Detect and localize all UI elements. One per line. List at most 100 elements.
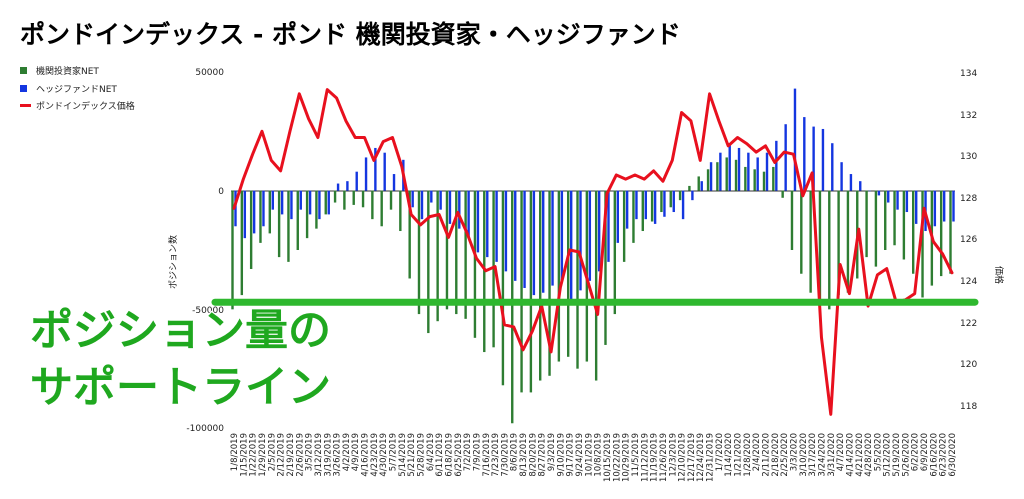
x-tick-label-76: 6/23/2020: [939, 433, 949, 477]
hedgefund-bar-47: [672, 190, 675, 213]
y-left-tick-minus-50000: -50000: [192, 306, 224, 316]
hedgefund-bar-8: [308, 190, 312, 215]
x-tick-label-30: 8/6/2019: [510, 433, 520, 471]
hedgefund-bar-69: [877, 190, 881, 196]
x-tick-label-3: 1/29/2019: [258, 433, 268, 477]
hedgefund-bar-26: [476, 190, 480, 253]
x-tick-label-69: 5/5/2020: [873, 433, 883, 471]
x-tick-label-46: 11/26/2019: [659, 433, 669, 482]
institutional-bar-29: [501, 190, 505, 386]
institutional-bar-58: [772, 166, 775, 191]
institutional-bar-41: [613, 190, 617, 315]
hedgefund-bar-30: [514, 190, 517, 281]
hedgefund-bar-71: [896, 190, 899, 210]
hedgefund-bar-22: [439, 190, 442, 210]
hedgefund-bar-20: [420, 190, 424, 220]
institutional-bar-42: [622, 190, 626, 262]
x-tick-label-19: 5/21/2019: [407, 433, 417, 477]
institutional-bar-16: [380, 190, 383, 227]
institutional-bar-51: [706, 169, 710, 191]
institutional-bar-45: [650, 190, 654, 222]
hedgefund-bar-49: [691, 190, 694, 201]
hedgefund-bar-39: [597, 190, 601, 272]
hedgefund-bar-43: [635, 190, 638, 220]
institutional-bar-7: [296, 190, 299, 250]
hedgefund-bar-57: [765, 152, 769, 191]
hedgefund-bar-67: [859, 181, 862, 191]
y-left-tick-minus-100000: -100000: [186, 424, 224, 434]
hedgefund-bar-41: [616, 190, 620, 243]
left-axis: 50000 0 -50000 -100000 ポジション数: [167, 68, 224, 434]
x-tick-label-40: 10/15/2019: [603, 433, 613, 482]
hedgefund-bar-1: [243, 190, 247, 239]
x-tick-label-35: 9/10/2019: [556, 433, 566, 477]
x-tick-label-64: 3/31/2020: [827, 433, 837, 477]
price-line-path: [232, 88, 954, 416]
x-tick-label-13: 4/9/2019: [351, 433, 361, 471]
institutional-bar-11: [333, 190, 337, 203]
x-tick-label-18: 5/14/2019: [398, 433, 408, 477]
x-tick-label-34: 9/3/2019: [547, 433, 557, 471]
x-axis-ticks: 1/8/2019 1/15/2019 1/22/2019 1/29/2019 2/5/2…: [230, 433, 958, 482]
hedgefund-bar-23: [448, 190, 452, 224]
legend-label-institutional: 機関投資家NET: [36, 65, 99, 77]
x-tick-label-62: 3/17/2020: [808, 433, 818, 477]
institutional-bar-59: [781, 190, 784, 198]
legend-swatch-price: [20, 104, 31, 107]
x-tick-label-36: 9/17/2019: [566, 433, 576, 477]
institutional-bar-5: [277, 190, 281, 258]
x-tick-label-72: 5/26/2020: [901, 433, 911, 477]
x-tick-label-29: 7/30/2019: [500, 433, 510, 477]
hedgefund-bar-4: [271, 190, 274, 210]
hedgefund-bar-52: [719, 152, 722, 191]
x-tick-label-0: 1/8/2019: [230, 433, 240, 471]
y-right-tick-124: 124: [960, 277, 977, 287]
hedgefund-bar-11: [336, 183, 340, 191]
institutional-bar-23: [445, 190, 449, 310]
institutional-bar-26: [473, 190, 477, 338]
x-tick-label-1: 1/15/2019: [239, 433, 249, 477]
hedgefund-bar-38: [588, 190, 592, 281]
y-right-tick-130: 130: [960, 152, 977, 162]
x-tick-label-57: 2/11/2020: [762, 433, 772, 477]
x-tick-label-49: 12/17/2019: [687, 433, 697, 482]
hedgefund-bar-24: [458, 190, 461, 229]
institutional-bar-63: [818, 190, 822, 305]
institutional-bar-53: [725, 157, 728, 191]
x-tick-label-66: 4/14/2020: [845, 433, 855, 477]
x-tick-label-44: 11/12/2019: [640, 433, 650, 482]
hedgefund-bar-60: [793, 88, 797, 191]
y-right-tick-122: 122: [960, 319, 977, 329]
institutional-bar-65: [837, 190, 840, 296]
institutional-bar-22: [436, 190, 439, 322]
institutional-bar-61: [800, 190, 803, 274]
hedgefund-bar-42: [625, 190, 629, 229]
hedgefund-bars: [234, 88, 955, 303]
x-tick-label-41: 10/22/2019: [612, 433, 622, 482]
x-tick-label-59: 2/25/2020: [780, 433, 790, 477]
hedgefund-bar-51: [709, 162, 713, 191]
hedgefund-bar-5: [280, 190, 284, 215]
x-tick-label-12: 4/2/2019: [342, 433, 352, 471]
x-tick-label-32: 8/20/2019: [528, 433, 538, 477]
institutional-bar-73: [912, 190, 915, 274]
institutional-bar-33: [539, 190, 542, 381]
x-tick-label-47: 12/3/2019: [668, 433, 678, 477]
x-tick-label-6: 2/19/2019: [286, 433, 296, 477]
hedgefund-bar-70: [887, 190, 890, 203]
right-axis: 134 132 130 128 126 124 122 120 118 価格: [960, 69, 1005, 412]
institutional-bar-39: [594, 190, 598, 381]
institutional-bar-3: [259, 190, 262, 243]
legend-swatch-institutional: [20, 67, 27, 74]
x-tick-label-38: 10/1/2019: [584, 433, 594, 477]
hedgefund-bar-19: [411, 190, 414, 208]
x-tick-label-43: 11/5/2019: [631, 433, 641, 477]
institutional-bar-20: [417, 190, 421, 315]
hedgefund-bar-36: [569, 190, 573, 303]
institutional-bar-52: [716, 162, 719, 191]
x-tick-label-65: 4/7/2020: [836, 433, 846, 471]
hedgefund-bar-13: [355, 171, 358, 191]
x-tick-label-9: 3/12/2019: [314, 433, 324, 477]
x-tick-label-17: 5/7/2019: [389, 433, 399, 471]
